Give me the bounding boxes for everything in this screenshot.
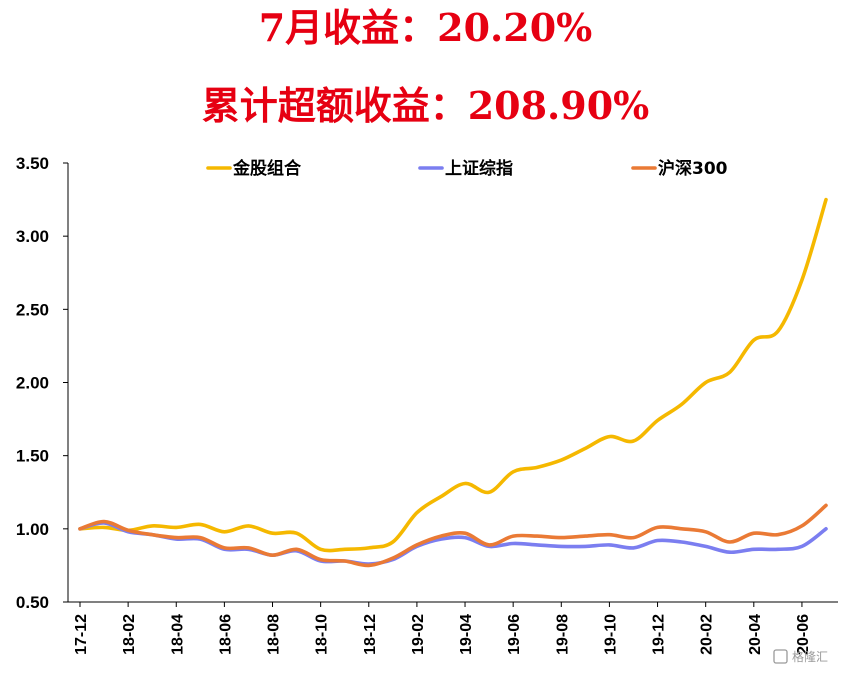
x-tick-label: 20-04 xyxy=(747,614,764,655)
gold-stock-portfolio-line xyxy=(78,197,828,553)
x-tick-label: 19-10 xyxy=(602,614,619,655)
monthly-return-headline: 7月收益：20.20% xyxy=(258,5,593,50)
x-tick-label: 19-04 xyxy=(458,614,475,655)
x-tick-label: 18-04 xyxy=(169,614,186,655)
legend: 金股组合 上证综指 沪深300 xyxy=(206,158,728,179)
watermark-text: 格隆汇 xyxy=(792,649,828,664)
x-tick-label: 18-12 xyxy=(362,614,379,655)
csi300-line xyxy=(78,503,828,568)
y-tick-label: 3.50 xyxy=(16,154,49,173)
x-tick-label: 17-12 xyxy=(73,614,90,655)
x-tick-label: 19-08 xyxy=(554,614,571,655)
x-tick-label: 18-02 xyxy=(121,614,138,655)
x-tick-label: 18-06 xyxy=(217,614,234,655)
shanghai-composite-line xyxy=(78,521,828,566)
x-tick-label: 20-06 xyxy=(795,614,812,655)
watermark: 格隆汇 xyxy=(773,649,828,664)
legend-label: 金股组合 xyxy=(232,158,302,179)
x-tick-label: 19-06 xyxy=(506,614,523,655)
x-tick-label: 18-08 xyxy=(266,614,283,655)
legend-label: 上证综指 xyxy=(445,158,513,179)
y-tick-label: 1.50 xyxy=(16,447,49,466)
x-tick-label: 20-02 xyxy=(699,614,716,655)
series-lines xyxy=(78,197,828,568)
x-tick-label: 19-02 xyxy=(410,614,427,655)
cumulative-excess-return-headline: 累计超额收益：208.90% xyxy=(201,83,650,128)
x-tick-label: 18-10 xyxy=(314,614,331,655)
x-tick-label: 19-12 xyxy=(651,614,668,655)
y-tick-label: 2.50 xyxy=(16,300,49,319)
y-axis-ticks: 0.50 1.00 1.50 2.00 2.50 3.00 3.50 xyxy=(16,154,68,612)
x-axis-ticks: 17-12 18-02 18-04 18-06 18-08 18-10 18-12 19-02… xyxy=(73,602,812,655)
y-tick-label: 1.00 xyxy=(16,520,49,539)
y-tick-label: 2.00 xyxy=(16,374,49,393)
watermark-logo-icon xyxy=(773,649,788,664)
y-tick-label: 0.50 xyxy=(16,593,49,612)
legend-label: 沪深300 xyxy=(658,158,728,179)
y-tick-label: 3.00 xyxy=(16,227,49,246)
